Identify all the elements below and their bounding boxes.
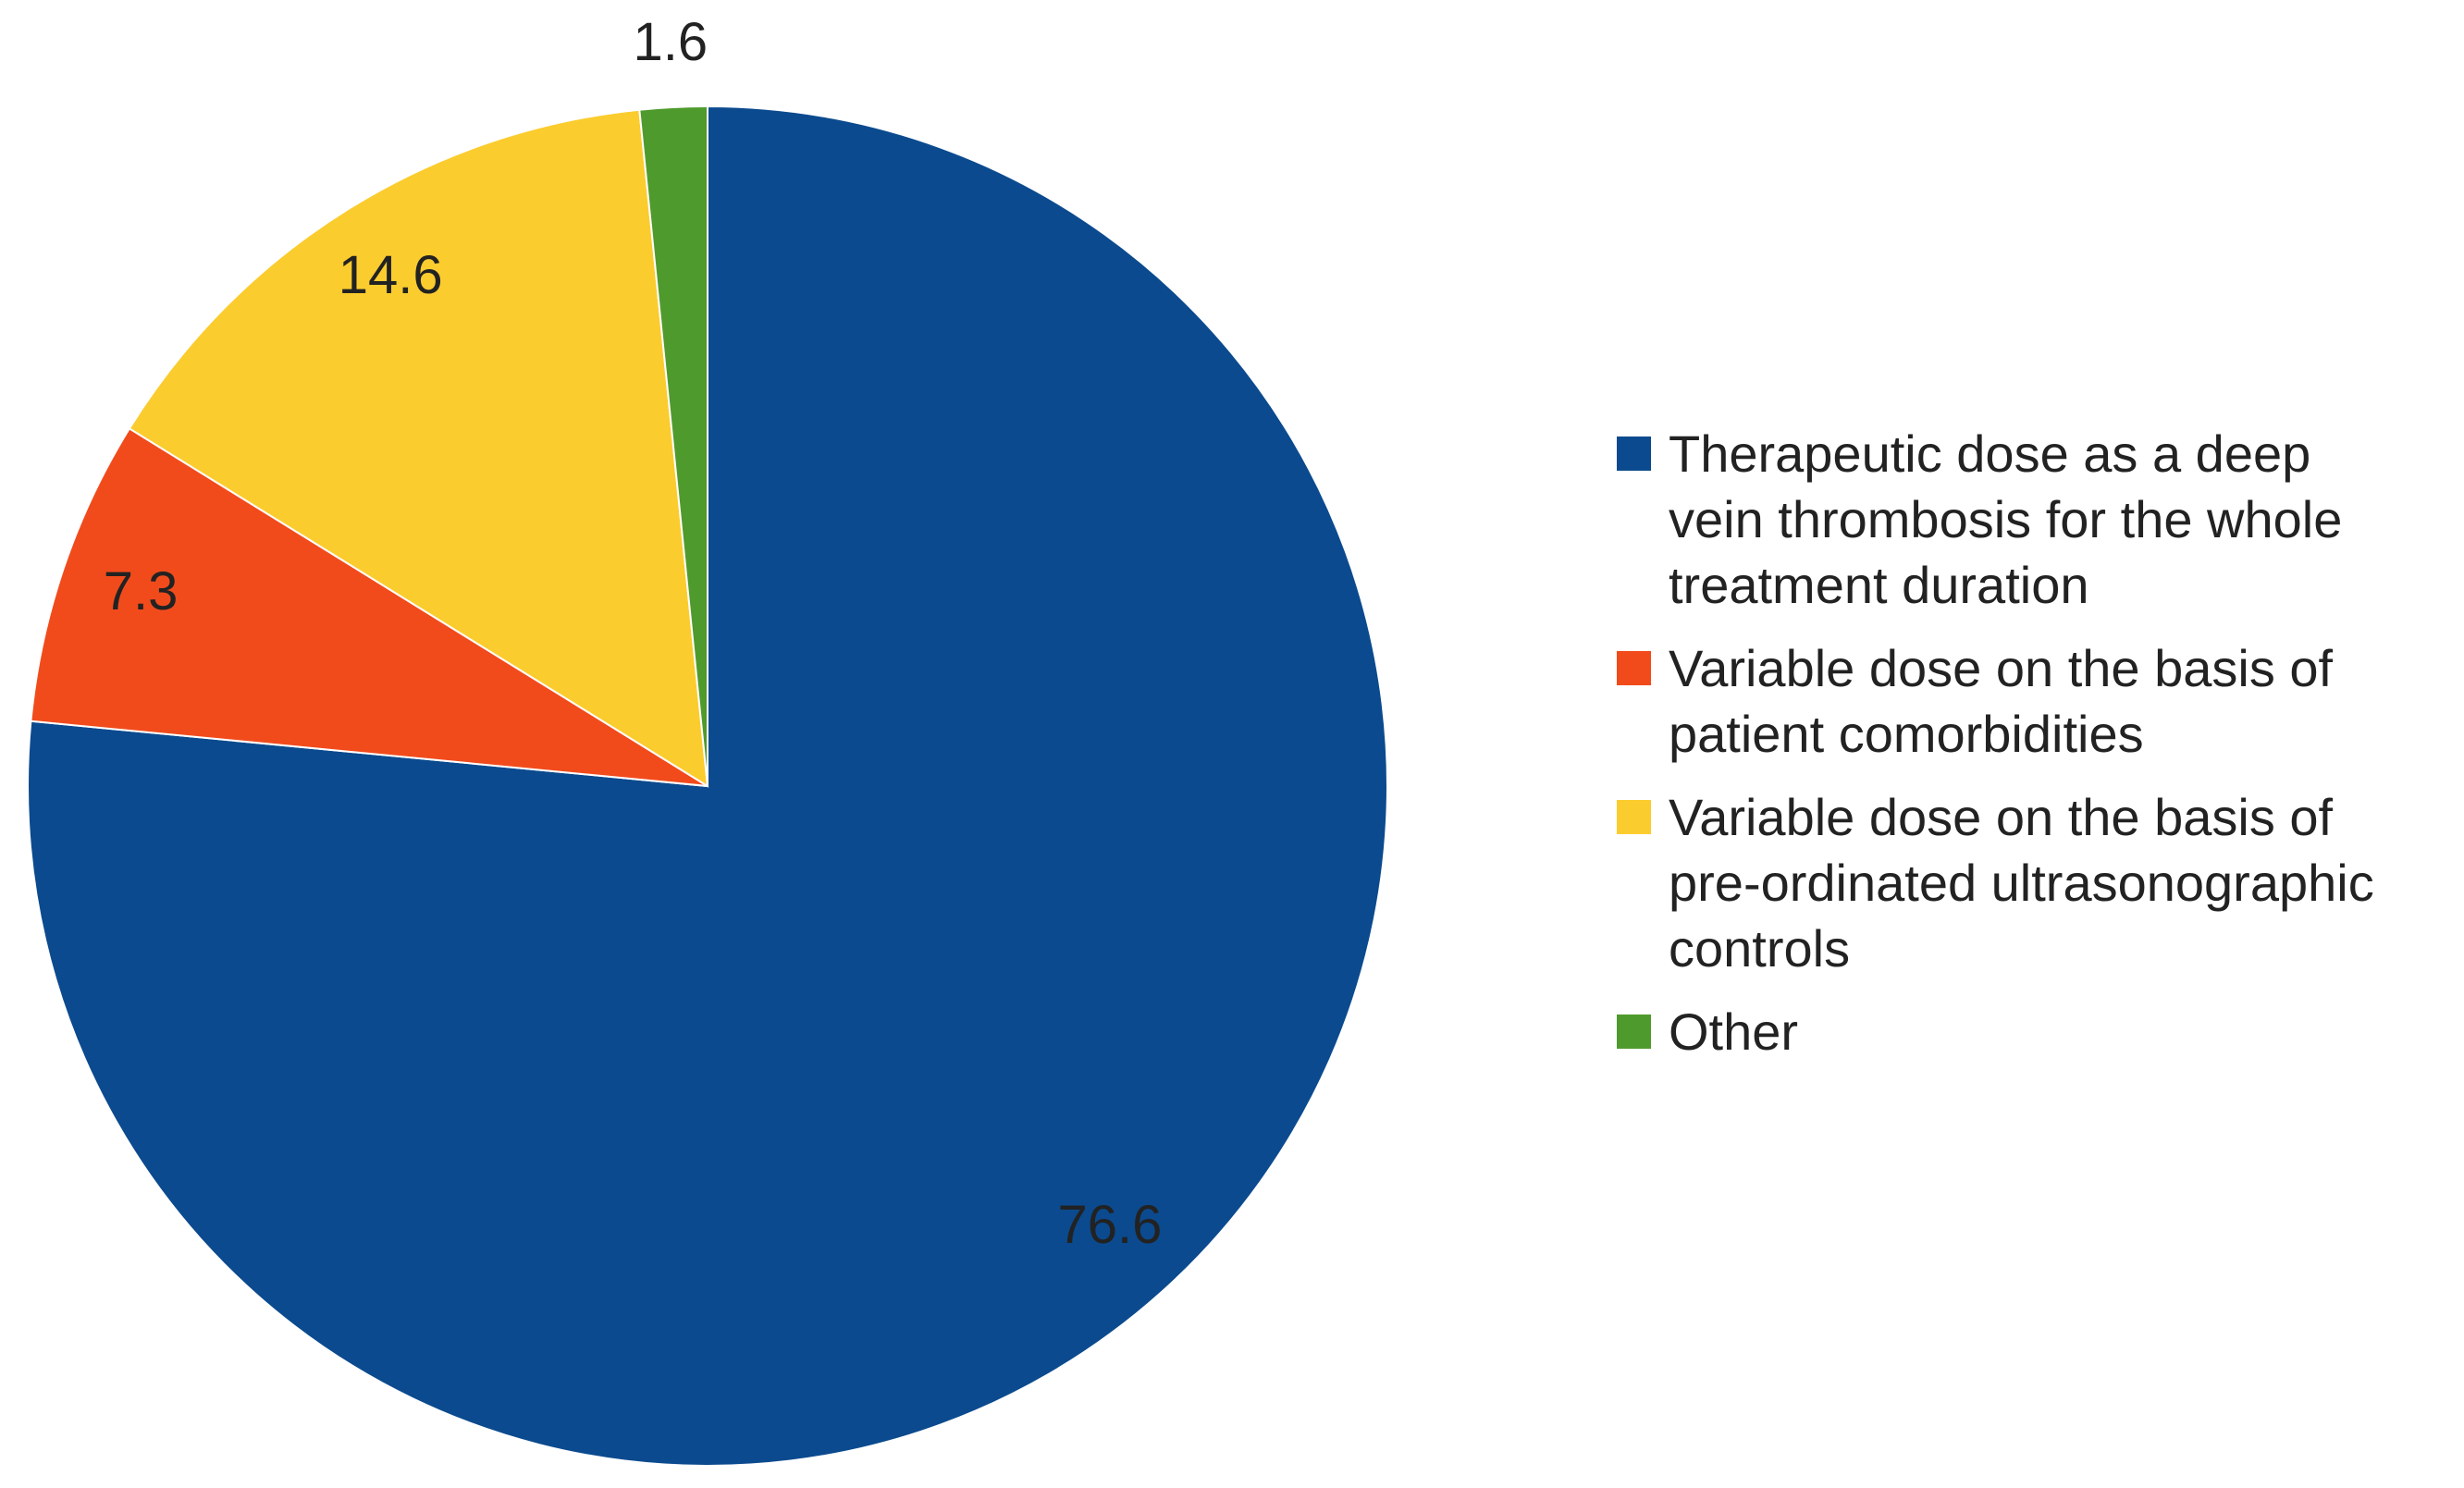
legend-swatch — [1617, 651, 1651, 685]
legend-label: Variable dose on the basis of pre-ordina… — [1669, 788, 2374, 978]
data-label: 76.6 — [1058, 1195, 1163, 1255]
data-label: 14.6 — [339, 245, 443, 305]
legend-entry: Variable dose on the basis of patient co… — [1617, 635, 2399, 767]
pie-slice — [638, 105, 708, 787]
legend-entry: Variable dose on the basis of pre-ordina… — [1617, 784, 2399, 981]
legend-entry: Therapeutic dose as a deep vein thrombos… — [1617, 421, 2399, 618]
pie-slice — [30, 426, 708, 787]
legend-swatch — [1617, 437, 1651, 471]
legend-label: Other — [1669, 1002, 1799, 1061]
legend-entry: Other — [1617, 999, 2399, 1064]
legend-label: Therapeutic dose as a deep vein thrombos… — [1669, 424, 2343, 614]
pie-slice — [128, 108, 709, 788]
legend: Therapeutic dose as a deep vein thrombos… — [1617, 421, 2449, 1082]
pie-slice — [27, 105, 1388, 1467]
legend-swatch — [1617, 800, 1651, 834]
data-label: 7.3 — [104, 561, 179, 621]
legend-swatch — [1617, 1015, 1651, 1049]
data-label: 1.6 — [633, 12, 708, 72]
legend-label: Variable dose on the basis of patient co… — [1669, 639, 2334, 763]
